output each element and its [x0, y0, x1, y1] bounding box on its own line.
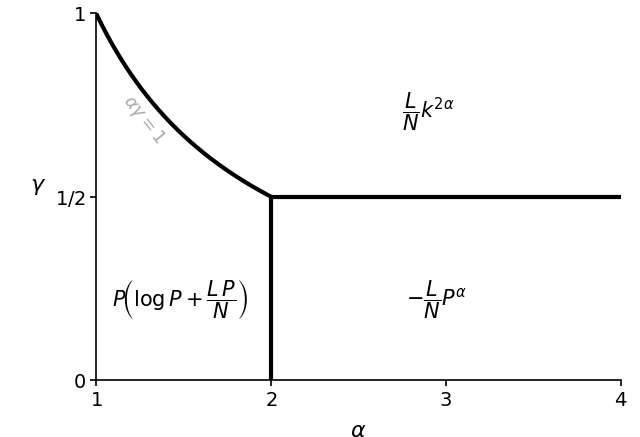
- Text: $P\!\left(\log P+\dfrac{L\,P}{N}\right)$: $P\!\left(\log P+\dfrac{L\,P}{N}\right)$: [112, 278, 248, 321]
- Text: $-\dfrac{L}{N}P^{\alpha}$: $-\dfrac{L}{N}P^{\alpha}$: [406, 278, 468, 321]
- Text: $\alpha\gamma=1$: $\alpha\gamma=1$: [118, 91, 169, 148]
- Text: $\dfrac{L}{N}k^{2\alpha}$: $\dfrac{L}{N}k^{2\alpha}$: [402, 91, 454, 133]
- X-axis label: $\alpha$: $\alpha$: [350, 421, 367, 437]
- Y-axis label: $\gamma$: $\gamma$: [30, 177, 46, 197]
